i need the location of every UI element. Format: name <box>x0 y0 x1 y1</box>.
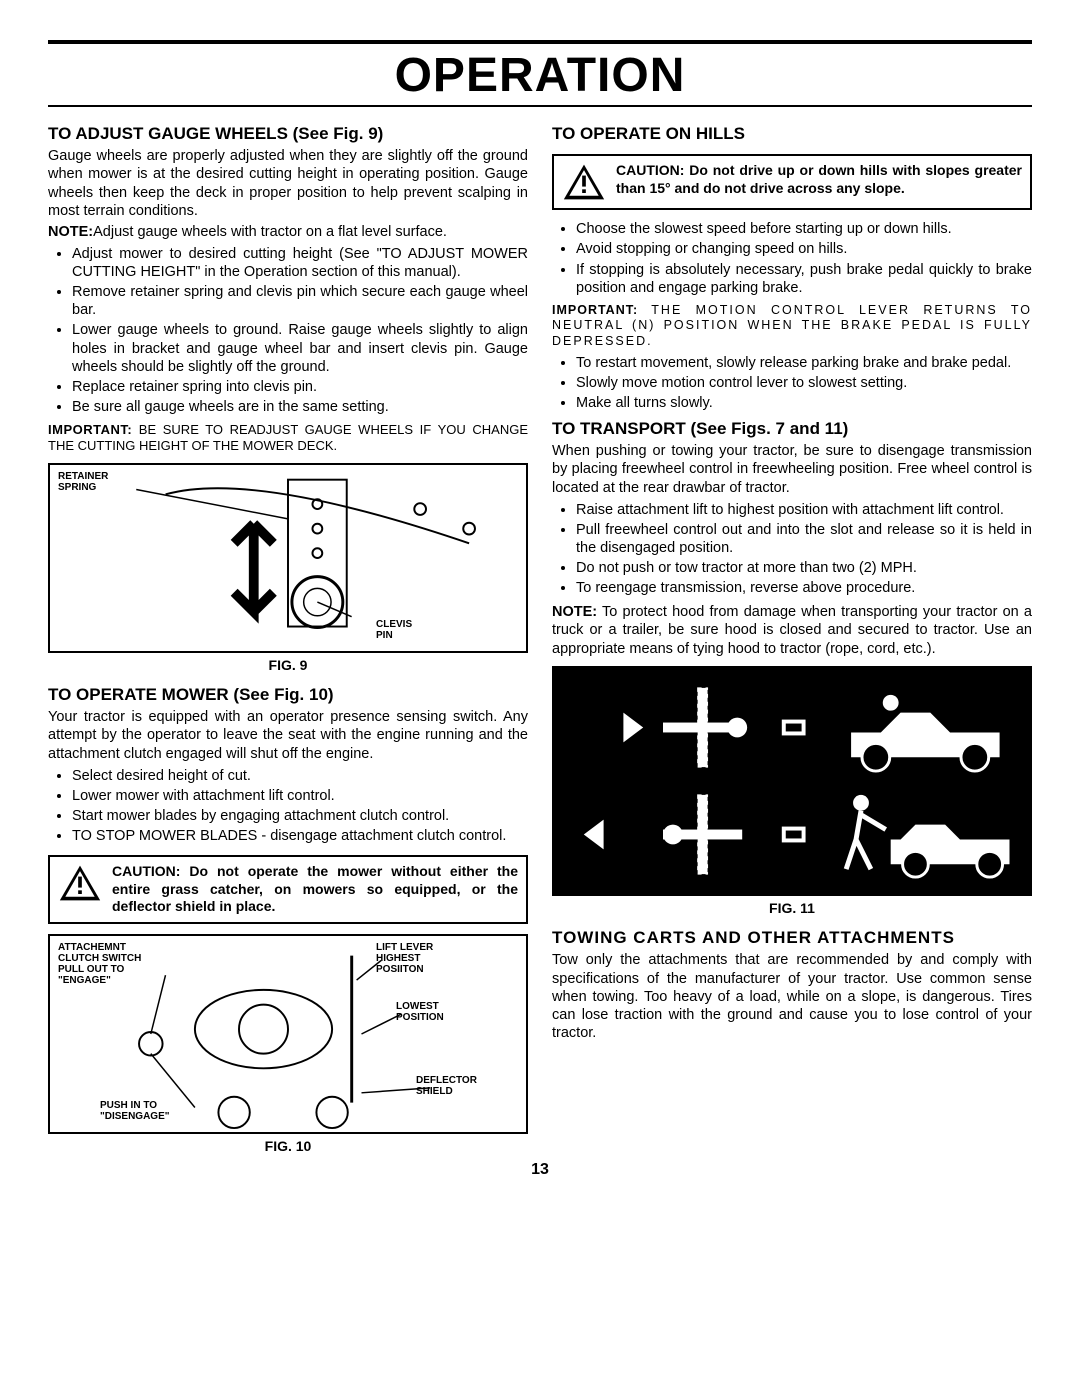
list-item: Remove retainer spring and clevis pin wh… <box>72 283 528 319</box>
list-item: Be sure all gauge wheels are in the same… <box>72 398 528 416</box>
body-text: Tow only the attachments that are recomm… <box>552 951 1032 1042</box>
page-number: 13 <box>48 1161 1032 1179</box>
bullet-list: Choose the slowest speed before starting… <box>552 220 1032 297</box>
note-text: NOTE:Adjust gauge wheels with tractor on… <box>48 223 528 241</box>
caution-box: CAUTION: Do not drive up or down hills w… <box>552 154 1032 210</box>
list-item: Make all turns slowly. <box>576 394 1032 412</box>
note-text: NOTE: To protect hood from damage when t… <box>552 603 1032 657</box>
caution-text: CAUTION: Do not operate the mower withou… <box>112 863 518 916</box>
important-text: IMPORTANT: THE MOTION CONTROL LEVER RETU… <box>552 303 1032 350</box>
list-item: Adjust mower to desired cutting height (… <box>72 245 528 281</box>
figure-10-caption: FIG. 10 <box>48 1138 528 1156</box>
bullet-list: Adjust mower to desired cutting height (… <box>48 245 528 416</box>
figure-11-caption: FIG. 11 <box>552 900 1032 918</box>
list-item: Select desired height of cut. <box>72 767 528 785</box>
caution-box: CAUTION: Do not operate the mower withou… <box>48 855 528 924</box>
heading-towing: TOWING CARTS AND OTHER ATTACHMENTS <box>552 927 1032 948</box>
figure-9: RETAINER SPRING CLEVIS PIN <box>48 463 528 653</box>
heading-adjust-gauge: TO ADJUST GAUGE WHEELS (See Fig. 9) <box>48 123 528 144</box>
heading-transport: TO TRANSPORT (See Figs. 7 and 11) <box>552 418 1032 439</box>
warning-icon <box>58 863 102 903</box>
list-item: Start mower blades by engaging attachmen… <box>72 807 528 825</box>
figure-10: ATTACHEMNT CLUTCH SWITCH PULL OUT TO "EN… <box>48 934 528 1134</box>
list-item: Choose the slowest speed before starting… <box>576 220 1032 238</box>
bullet-list: Select desired height of cut. Lower mowe… <box>48 767 528 846</box>
list-item: Lower gauge wheels to ground. Raise gaug… <box>72 321 528 375</box>
list-item: To reengage transmission, reverse above … <box>576 579 1032 597</box>
list-item: Slowly move motion control lever to slow… <box>576 374 1032 392</box>
bullet-list: Raise attachment lift to highest positio… <box>552 501 1032 598</box>
list-item: Do not push or tow tractor at more than … <box>576 559 1032 577</box>
heading-operate-hills: TO OPERATE ON HILLS <box>552 123 1032 144</box>
heading-operate-mower: TO OPERATE MOWER (See Fig. 10) <box>48 684 528 705</box>
body-text: Your tractor is equipped with an operato… <box>48 708 528 762</box>
list-item: TO STOP MOWER BLADES - disengage attachm… <box>72 827 528 845</box>
body-text: Gauge wheels are properly adjusted when … <box>48 147 528 220</box>
caution-text: CAUTION: Do not drive up or down hills w… <box>616 162 1022 197</box>
bullet-list: To restart movement, slowly release park… <box>552 354 1032 412</box>
list-item: Replace retainer spring into clevis pin. <box>72 378 528 396</box>
page-title: OPERATION <box>48 48 1032 103</box>
figure-9-caption: FIG. 9 <box>48 657 528 675</box>
important-text: IMPORTANT: BE SURE TO READJUST GAUGE WHE… <box>48 422 528 455</box>
list-item: Pull freewheel control out and into the … <box>576 521 1032 557</box>
list-item: Lower mower with attachment lift control… <box>72 787 528 805</box>
list-item: Avoid stopping or changing speed on hill… <box>576 240 1032 258</box>
list-item: If stopping is absolutely necessary, pus… <box>576 261 1032 297</box>
warning-icon <box>562 162 606 202</box>
list-item: To restart movement, slowly release park… <box>576 354 1032 372</box>
list-item: Raise attachment lift to highest positio… <box>576 501 1032 519</box>
figure-11 <box>552 666 1032 896</box>
body-text: When pushing or towing your tractor, be … <box>552 442 1032 496</box>
